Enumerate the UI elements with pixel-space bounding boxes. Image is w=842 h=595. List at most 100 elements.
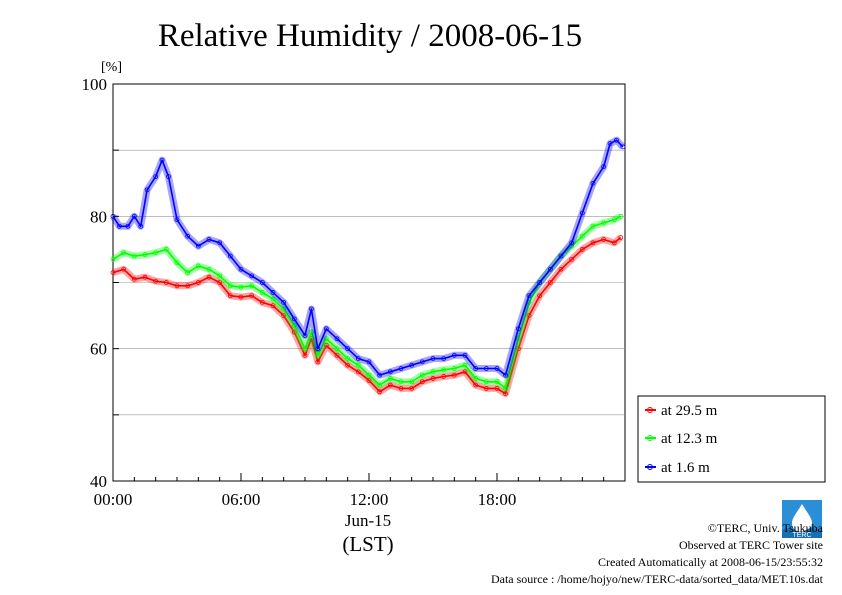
data-point [249, 273, 255, 279]
data-point [377, 389, 383, 395]
data-point [131, 213, 137, 219]
y-tick-label: 60 [90, 340, 107, 359]
data-point [579, 247, 585, 252]
data-point [345, 362, 351, 368]
data-point [409, 362, 415, 368]
data-point [206, 237, 212, 242]
data-point [291, 323, 297, 328]
data-point [315, 346, 321, 352]
data-point [419, 359, 425, 365]
data-point [227, 293, 233, 299]
x-tick-label: 00:00 [94, 490, 133, 509]
data-point [473, 376, 479, 381]
data-point [483, 366, 489, 371]
data-point [547, 266, 553, 272]
series-band [110, 136, 626, 379]
data-point [441, 374, 447, 379]
data-point [117, 223, 122, 229]
data-point [366, 378, 372, 383]
data-point [366, 359, 372, 365]
data-point [409, 385, 415, 391]
data-point [270, 303, 276, 309]
data-point [334, 346, 340, 352]
data-point [537, 293, 543, 299]
data-point [217, 280, 223, 285]
data-point [494, 366, 500, 371]
data-point [323, 342, 329, 348]
data-point [526, 293, 532, 299]
data-point [281, 306, 287, 312]
footer-copyright: ©TERC, Univ. Tsukuba [708, 521, 824, 535]
data-point [323, 326, 329, 332]
data-point [121, 266, 127, 272]
data-point [611, 217, 617, 223]
data-point [451, 372, 457, 378]
data-point [249, 283, 255, 289]
data-point [217, 240, 223, 246]
data-point [195, 243, 201, 249]
data-point [125, 223, 131, 229]
data-point [430, 376, 436, 381]
data-point [195, 280, 201, 285]
data-point [291, 329, 297, 335]
data-point [409, 379, 415, 385]
data-point [451, 366, 457, 371]
data-point [174, 217, 180, 223]
data-point [238, 294, 244, 300]
data-point [620, 144, 626, 150]
data-point [159, 157, 165, 163]
data-point [110, 270, 116, 275]
data-point [419, 372, 425, 378]
data-point [462, 369, 468, 375]
legend-label: at 1.6 m [661, 460, 710, 476]
legend: at 29.5 m at 12.3 m at 1.6 m [637, 395, 826, 483]
data-point [308, 306, 314, 312]
data-point [281, 299, 287, 305]
data-point [308, 329, 314, 335]
data-point [503, 391, 508, 397]
y-tick-label: 100 [82, 75, 108, 94]
data-point [387, 369, 393, 375]
data-point [611, 240, 617, 246]
data-point [515, 326, 521, 332]
data-point [462, 352, 468, 358]
footer-created: Created Automatically at 2008-06-15/23:5… [598, 555, 823, 569]
legend-box [637, 395, 826, 483]
chart-title: Relative Humidity / 2008-06-15 [158, 18, 582, 54]
series-layer [110, 136, 626, 398]
data-point [618, 235, 624, 240]
legend-marker [647, 464, 653, 470]
data-point [185, 233, 191, 239]
data-point [121, 250, 127, 256]
data-point [377, 372, 383, 378]
data-point [483, 385, 489, 391]
data-point [441, 367, 447, 373]
data-point [601, 164, 607, 170]
data-point [377, 382, 383, 388]
terc-logo: TERC [782, 500, 822, 539]
data-point [227, 283, 233, 289]
data-point [302, 352, 308, 358]
data-point [441, 356, 447, 361]
data-point [166, 174, 171, 180]
data-point [398, 385, 404, 391]
data-point [315, 352, 321, 358]
data-point [163, 280, 169, 285]
data-point [131, 253, 137, 259]
data-point [569, 240, 575, 246]
data-point [483, 379, 489, 385]
series-line [112, 139, 624, 376]
data-point [387, 376, 393, 381]
footer-source: Data source : /home/hojyo/new/TERC-data/… [491, 572, 824, 586]
date-label: Jun-15 [345, 511, 391, 530]
data-point [451, 352, 457, 358]
y-tick-label: 80 [90, 207, 107, 226]
data-point [206, 274, 212, 280]
y-tick-label: 40 [90, 472, 107, 491]
data-point [473, 382, 479, 388]
data-point [153, 174, 159, 180]
data-point [590, 180, 596, 186]
data-point [614, 137, 619, 143]
data-point [503, 372, 508, 378]
